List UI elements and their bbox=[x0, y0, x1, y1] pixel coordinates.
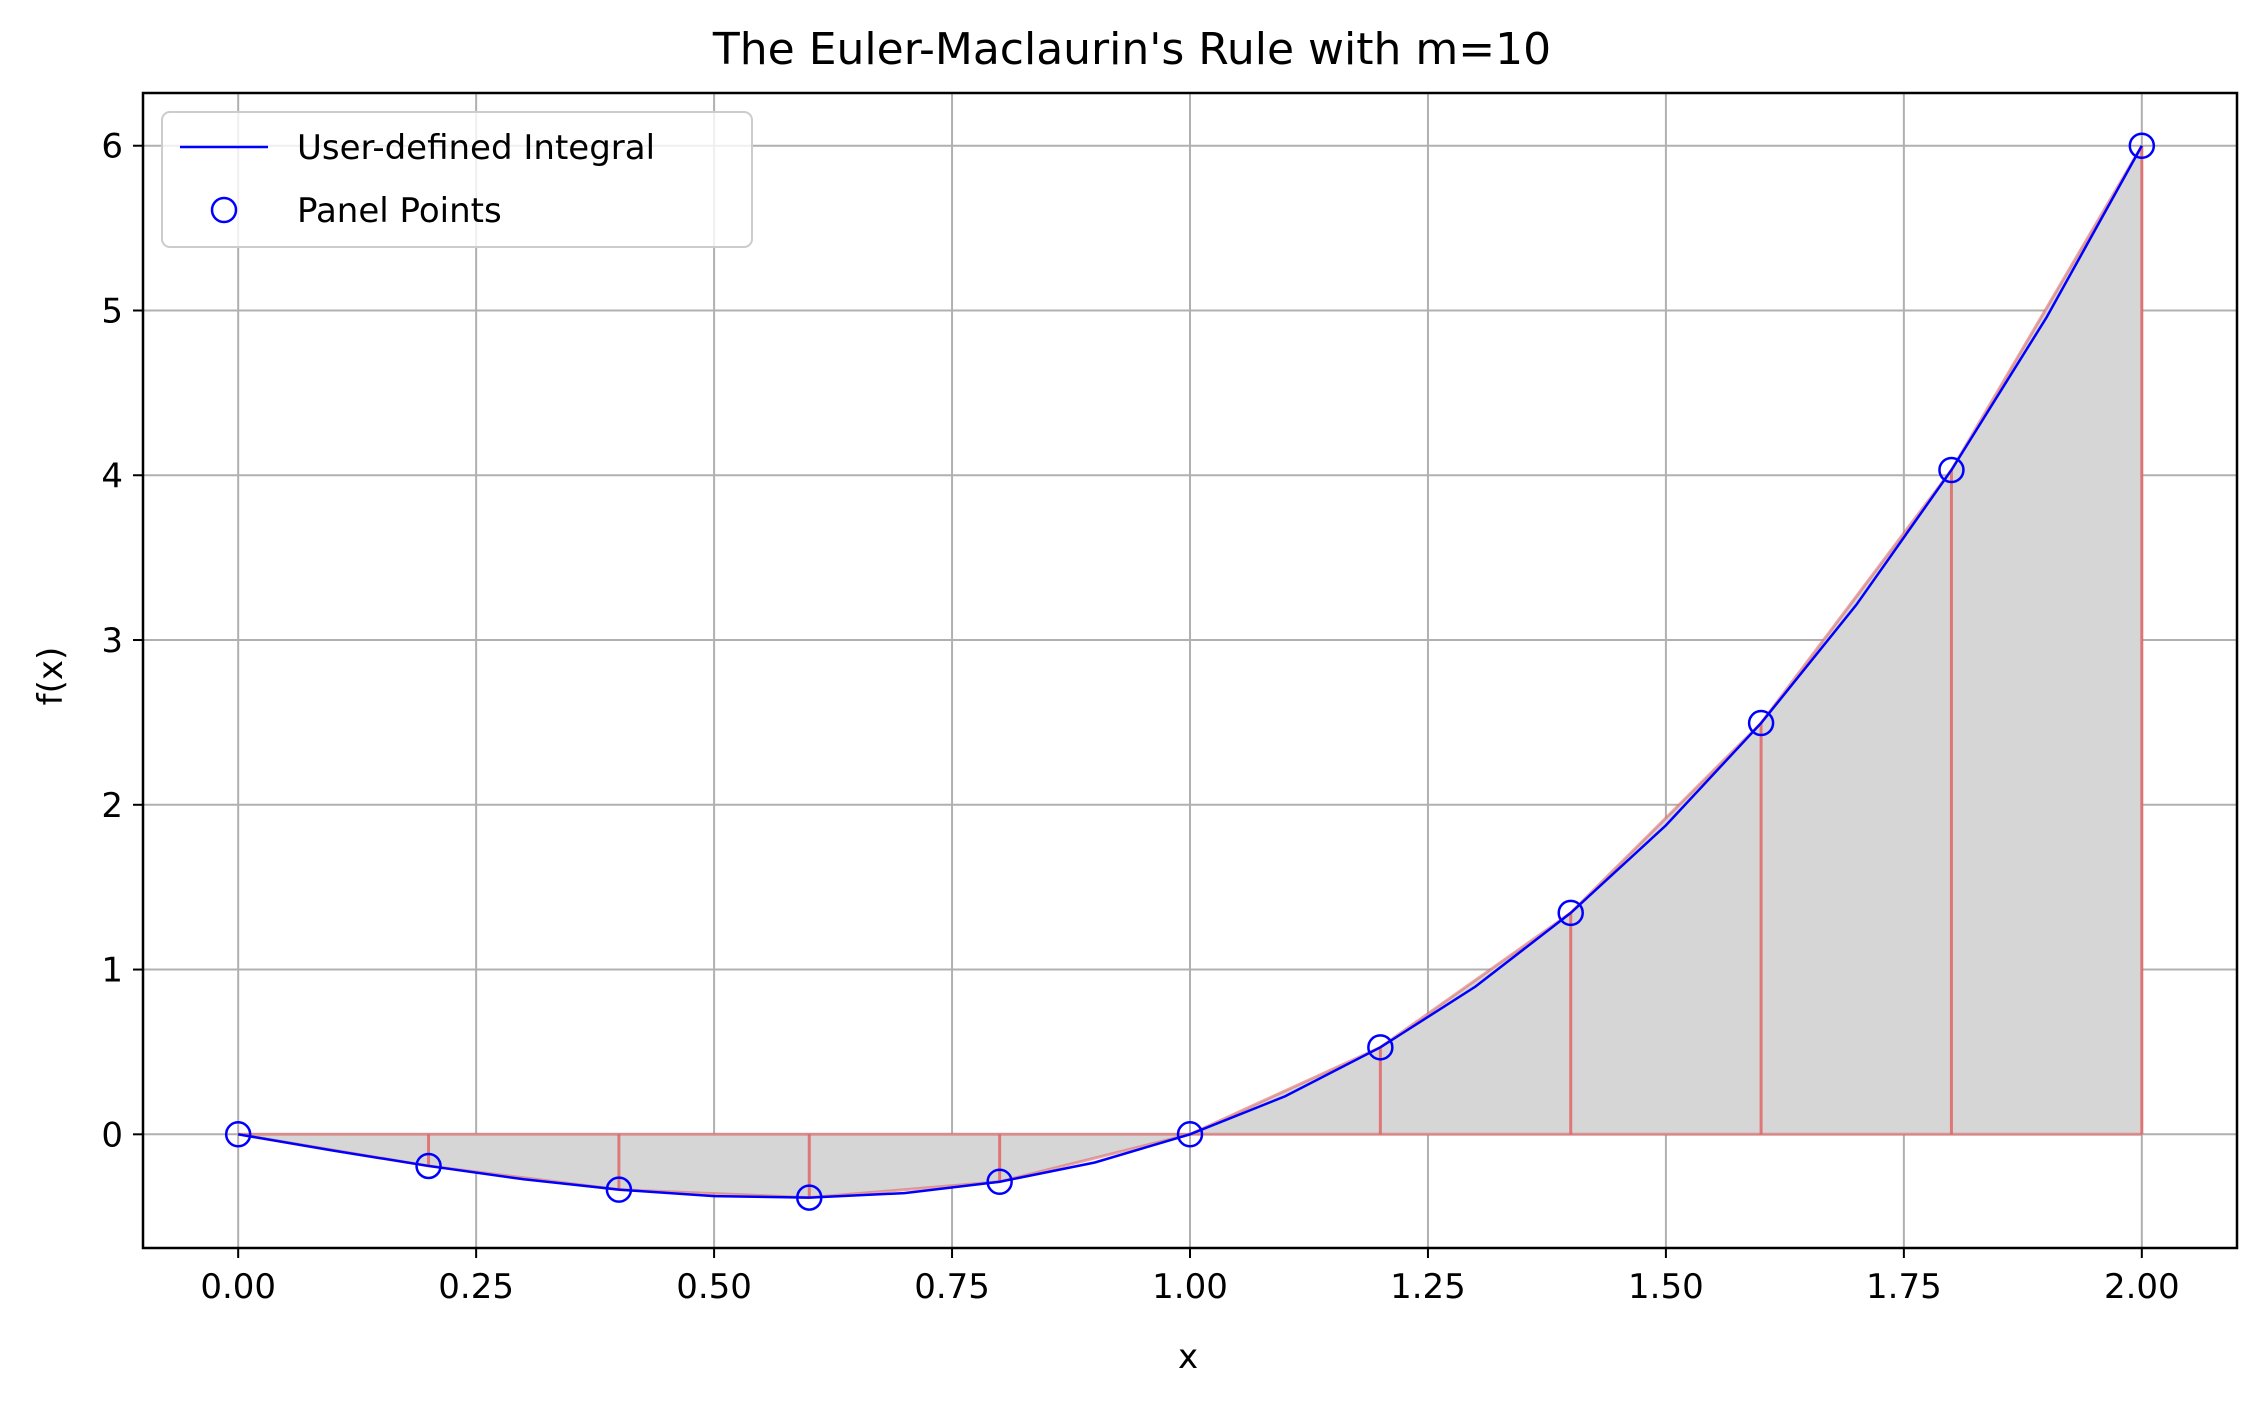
x-tick-label: 1.75 bbox=[1866, 1267, 1942, 1307]
panel-point bbox=[1367, 1034, 1394, 1061]
integral-curve bbox=[237, 145, 2143, 1199]
panel-point bbox=[986, 1168, 1013, 1196]
panel-point bbox=[1557, 899, 1584, 927]
x-tick-label: 1.25 bbox=[1390, 1267, 1466, 1307]
y-tick-label: 3 bbox=[101, 621, 123, 661]
panel-point bbox=[1176, 1121, 1204, 1148]
y-tick-label: 2 bbox=[101, 786, 123, 826]
y-tick-label: 6 bbox=[101, 127, 123, 167]
x-tick-label: 0.50 bbox=[676, 1267, 752, 1307]
y-tick-label: 1 bbox=[101, 951, 123, 991]
integral-area bbox=[238, 145, 2142, 1198]
y-tick-label: 0 bbox=[101, 1115, 123, 1155]
panel-top-segment bbox=[1379, 911, 1572, 1049]
legend-marker-swatch bbox=[210, 196, 238, 224]
panel-point bbox=[1938, 456, 1965, 484]
x-tick-label: 0.25 bbox=[438, 1267, 514, 1307]
x-tick-label: 2.00 bbox=[2104, 1267, 2180, 1307]
panel-point bbox=[415, 1152, 442, 1180]
panel-top-segment bbox=[1950, 144, 2144, 471]
x-tick-label: 0.75 bbox=[914, 1267, 990, 1307]
y-axis-ticks: 0 1 2 3 4 5 6 bbox=[101, 127, 143, 1155]
y-tick-label: 5 bbox=[101, 291, 123, 331]
legend-label-points: Panel Points bbox=[297, 191, 502, 231]
panel-top-segment bbox=[1569, 721, 1763, 914]
x-tick-label: 1.00 bbox=[1152, 1267, 1228, 1307]
legend-box bbox=[161, 111, 753, 248]
legend-label-integral: User-defined Integral bbox=[297, 128, 655, 168]
panel-point bbox=[2128, 132, 2156, 159]
x-tick-label: 0.00 bbox=[200, 1267, 276, 1307]
panel-point bbox=[605, 1176, 633, 1203]
area-fill bbox=[238, 145, 2142, 1198]
curve-layer bbox=[237, 145, 2143, 1199]
y-tick-label: 4 bbox=[101, 456, 123, 496]
x-axis-label: x bbox=[1178, 1337, 1198, 1377]
panel-point bbox=[796, 1184, 823, 1211]
panel-top-segment bbox=[999, 1132, 1191, 1184]
panel-points-layer bbox=[224, 132, 2156, 1211]
legend: User-defined Integral Panel Points bbox=[161, 111, 753, 248]
panel-point bbox=[1747, 709, 1775, 737]
y-axis-label: f(x) bbox=[31, 647, 71, 706]
x-axis-ticks: 0.00 0.25 0.50 0.75 1.00 1.25 1.50 1.75 2.00 bbox=[200, 1248, 2180, 1307]
panel-top-segment bbox=[1759, 469, 1953, 724]
panel-point bbox=[224, 1121, 252, 1148]
x-tick-label: 1.50 bbox=[1628, 1267, 1704, 1307]
chart-title: The Euler-Maclaurin's Rule with m=10 bbox=[712, 24, 1551, 75]
panel-top-segment bbox=[1189, 1045, 1381, 1136]
